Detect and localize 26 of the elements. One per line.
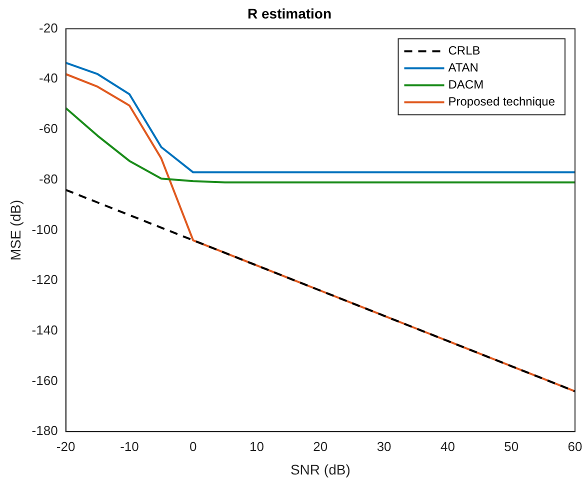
y-tick-label: -160 bbox=[32, 372, 58, 388]
y-tick-label: -40 bbox=[39, 70, 58, 86]
y-tick-label: -120 bbox=[32, 272, 58, 288]
y-tick-label: -180 bbox=[32, 423, 58, 438]
x-axis-title: SNR (dB) bbox=[290, 461, 350, 478]
x-tick-label: -10 bbox=[120, 438, 139, 454]
y-tick-label: -60 bbox=[39, 121, 58, 136]
y-tick-label: -20 bbox=[39, 20, 58, 36]
x-tick-label: 20 bbox=[313, 438, 328, 454]
x-tick-label: 0 bbox=[189, 438, 197, 454]
legend-label: ATAN bbox=[448, 60, 478, 75]
line-series bbox=[66, 188, 575, 392]
x-tick-label: 10 bbox=[250, 438, 264, 454]
chart-title: R estimation bbox=[247, 5, 332, 22]
y-axis-title: MSE (dB) bbox=[7, 200, 24, 261]
y-tick-label: -100 bbox=[32, 222, 58, 237]
legend-label: Proposed technique bbox=[448, 94, 556, 109]
legend-label: DACM bbox=[448, 78, 484, 92]
y-tick-label: -140 bbox=[32, 322, 58, 338]
x-tick-label: 40 bbox=[440, 438, 455, 454]
x-tick-label: 30 bbox=[376, 438, 392, 454]
legend-label: CRLB bbox=[448, 44, 480, 58]
y-tick-label: -80 bbox=[39, 171, 58, 186]
x-tick-label: 60 bbox=[568, 438, 582, 454]
x-tick-label: -20 bbox=[56, 438, 76, 454]
x-tick-label: 50 bbox=[504, 438, 519, 454]
